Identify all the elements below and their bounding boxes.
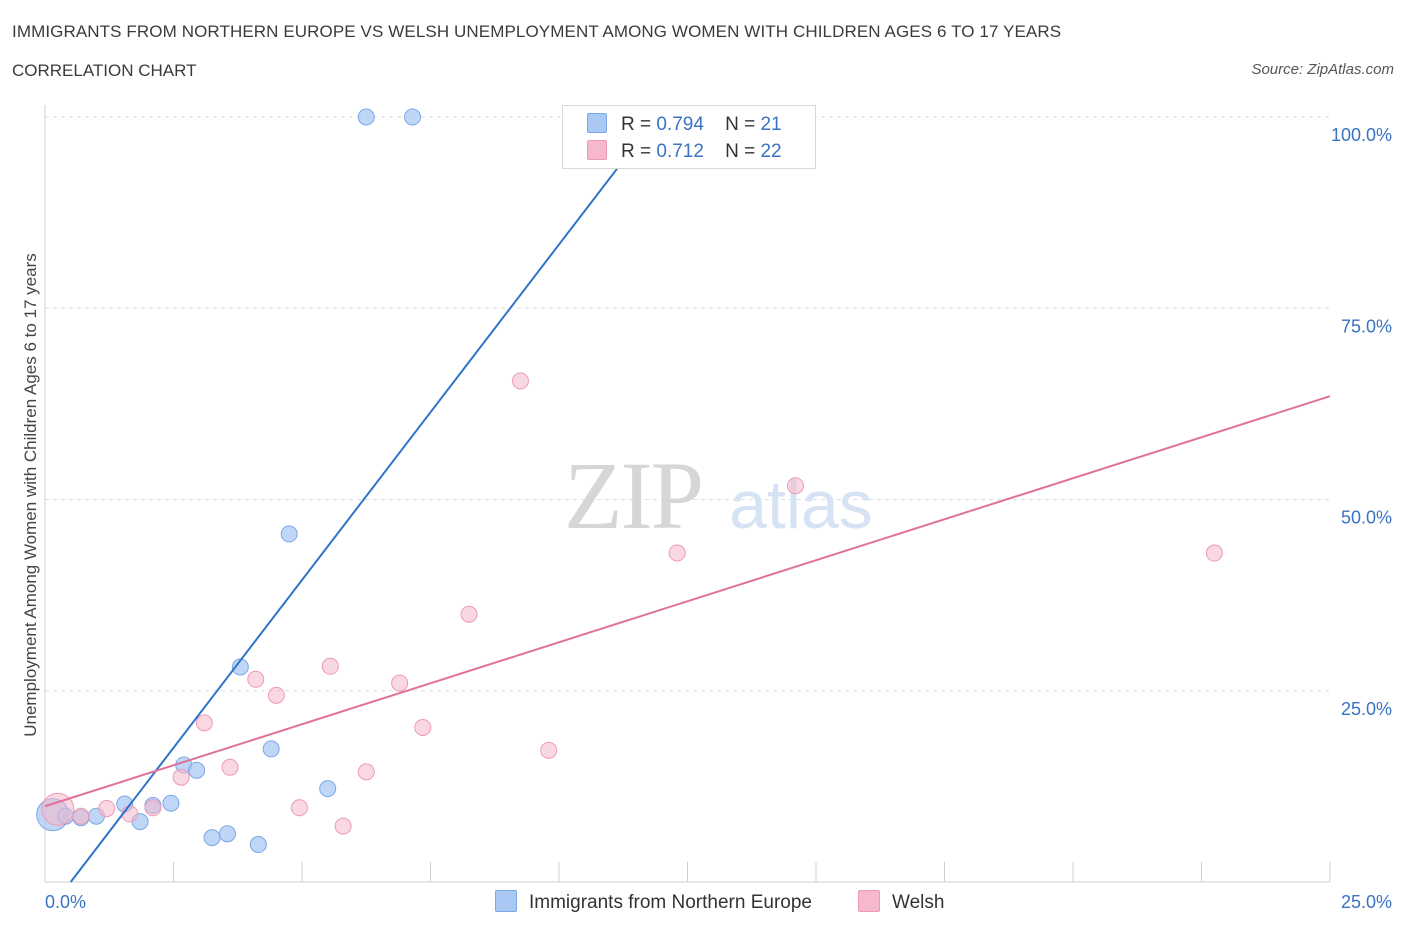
blue-legend-swatch-icon	[495, 890, 517, 912]
n-value-blue: 21	[760, 114, 782, 135]
data-point-welsh-5	[172, 768, 190, 786]
chart-subtitle: CORRELATION CHART	[12, 61, 197, 80]
chart-title: IMMIGRANTS FROM NORTHERN EUROPE VS WELSH…	[12, 22, 1062, 41]
pink-swatch-icon	[587, 140, 607, 160]
data-point-northern-europe-18	[404, 108, 422, 126]
data-point-welsh-2	[98, 800, 116, 818]
data-point-welsh-14	[391, 674, 409, 692]
axis-layer	[44, 105, 1331, 883]
data-point-welsh-19	[668, 544, 686, 562]
grid-layer	[45, 116, 1330, 692]
data-point-northern-europe-7	[162, 794, 180, 812]
data-point-northern-europe-16	[319, 780, 337, 798]
legend-label-welsh: Welsh	[892, 892, 945, 913]
data-point-welsh-8	[247, 670, 265, 688]
data-point-welsh-11	[321, 657, 339, 675]
data-point-welsh-7	[221, 758, 239, 776]
data-point-welsh-20	[786, 477, 804, 495]
data-point-welsh-6	[195, 714, 213, 732]
r-label: R =	[621, 114, 652, 135]
labels-layer: 25.0% 50.0% 75.0% 100.0% 0.0% 25.0% Unemployme…	[21, 125, 1392, 912]
r-value-pink: 0.712	[656, 141, 704, 162]
stats-legend: R = 0.794 N = 21 R = 0.712 N = 22	[562, 105, 816, 169]
data-point-welsh-1	[72, 807, 90, 825]
legend-label-northern-europe: Immigrants from Northern Europe	[529, 892, 812, 913]
y-axis-label: Unemployment Among Women with Children A…	[21, 253, 40, 737]
legend-item-northern-europe: Immigrants from Northern Europe	[495, 890, 812, 914]
source-label: Source: ZipAtlas.com	[1251, 61, 1394, 78]
y-tick-label-2: 75.0%	[1341, 316, 1392, 336]
y-tick-label-1: 50.0%	[1341, 508, 1392, 528]
data-point-welsh-13	[357, 763, 375, 781]
data-point-welsh-18	[540, 741, 558, 759]
trend-line-welsh	[44, 395, 1331, 808]
data-point-northern-europe-9	[188, 761, 206, 779]
stats-row-blue: R = 0.794 N = 21	[587, 113, 782, 137]
points-layer	[36, 108, 1223, 854]
watermark-atlas: atlas	[729, 467, 873, 543]
blue-swatch-icon	[587, 113, 607, 133]
data-point-welsh-4	[144, 799, 162, 817]
data-point-welsh-12	[334, 817, 352, 835]
data-point-welsh-21	[1205, 544, 1223, 562]
data-point-welsh-16	[460, 605, 478, 623]
watermark-zip: ZIP	[564, 442, 702, 549]
r-value-blue: 0.794	[656, 114, 704, 135]
data-point-welsh-17	[511, 372, 529, 390]
data-point-welsh-15	[414, 718, 432, 736]
data-point-northern-europe-11	[218, 825, 236, 843]
data-point-northern-europe-14	[262, 740, 280, 758]
stats-row-pink: R = 0.712 N = 22	[587, 140, 782, 164]
data-point-northern-europe-13	[249, 836, 267, 854]
x-tick-label-end: 25.0%	[1341, 892, 1392, 912]
legend-item-welsh: Welsh	[858, 890, 944, 914]
y-tick-label-0: 25.0%	[1341, 699, 1392, 719]
trend-line-northern-europe	[69, 116, 658, 883]
data-point-welsh-0	[41, 792, 75, 826]
watermark: ZIP atlas	[564, 442, 873, 549]
data-point-welsh-3	[121, 805, 139, 823]
trend-layer	[44, 116, 1331, 883]
data-point-northern-europe-17	[357, 108, 375, 126]
pink-legend-swatch-icon	[858, 890, 880, 912]
data-point-northern-europe-15	[280, 525, 298, 543]
n-label: N =	[725, 141, 756, 162]
y-tick-label-3: 100.0%	[1331, 125, 1392, 145]
n-value-pink: 22	[760, 141, 782, 162]
n-label: N =	[725, 114, 756, 135]
x-tick-label-start: 0.0%	[45, 892, 86, 912]
data-point-welsh-10	[290, 799, 308, 817]
data-point-northern-europe-10	[203, 829, 221, 847]
data-point-welsh-9	[267, 686, 285, 704]
r-label: R =	[621, 141, 652, 162]
